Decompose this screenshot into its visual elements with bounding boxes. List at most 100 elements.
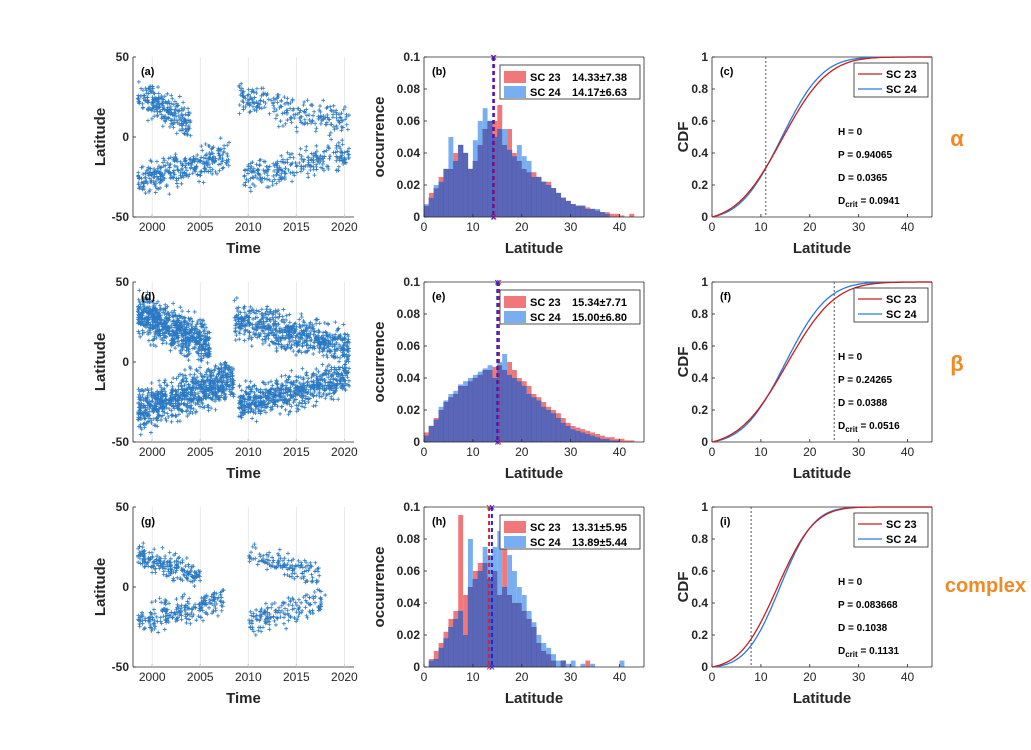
butterfly-point <box>228 379 233 384</box>
butterfly-point <box>297 322 302 327</box>
butterfly-point <box>272 618 277 623</box>
butterfly-point <box>277 165 282 170</box>
butterfly-point <box>234 333 239 338</box>
butterfly-point <box>141 410 146 415</box>
butterfly-point <box>163 163 168 168</box>
butterfly-ytick-label: -50 <box>112 435 130 449</box>
butterfly-point <box>198 342 203 347</box>
butterfly-point <box>311 155 316 160</box>
butterfly-point <box>313 560 318 565</box>
butterfly-point <box>299 328 304 333</box>
butterfly-point <box>237 331 242 336</box>
butterfly-point <box>248 304 253 309</box>
hist-bar-overlap <box>428 197 434 218</box>
butterfly-point <box>164 312 169 317</box>
butterfly-point <box>317 342 322 347</box>
butterfly-point <box>223 387 228 392</box>
butterfly-point <box>326 338 331 343</box>
butterfly-point <box>272 163 277 168</box>
butterfly-point <box>255 176 260 181</box>
butterfly-point <box>186 324 191 329</box>
butterfly-point <box>195 375 200 380</box>
butterfly-point <box>261 91 266 96</box>
butterfly-point <box>254 328 259 333</box>
butterfly-point <box>153 315 158 320</box>
hist-bar-overlap <box>472 160 478 218</box>
butterfly-point <box>326 166 331 171</box>
hist-bar-sc23 <box>507 129 512 150</box>
hist-bar-overlap <box>599 438 606 443</box>
butterfly-point <box>337 359 342 364</box>
butterfly-point <box>183 319 188 324</box>
hist-bar-sc24 <box>526 161 532 173</box>
butterfly-point <box>281 307 286 312</box>
butterfly-point <box>183 121 188 126</box>
butterfly-point <box>173 388 178 393</box>
butterfly-point <box>254 86 259 91</box>
butterfly-point <box>206 351 211 356</box>
cdf-ytick-label: 0.8 <box>691 82 708 96</box>
butterfly-point <box>347 366 352 371</box>
hist-bar-overlap <box>458 144 464 218</box>
butterfly-point <box>165 160 170 165</box>
butterfly-point <box>254 607 259 612</box>
butterfly-point <box>339 153 344 158</box>
butterfly-point <box>184 555 189 560</box>
butterfly-point <box>307 595 312 600</box>
butterfly-point <box>292 328 297 333</box>
butterfly-point <box>145 393 150 398</box>
butterfly-point <box>158 109 163 114</box>
hist-ylabel: occurrence <box>371 97 388 178</box>
butterfly-point <box>293 321 298 326</box>
butterfly-point <box>154 96 159 101</box>
hist-bar-overlap <box>570 204 576 218</box>
butterfly-point <box>311 404 316 409</box>
butterfly-point <box>259 307 264 312</box>
butterfly-point <box>336 326 341 331</box>
butterfly-point <box>183 379 188 384</box>
butterfly-point <box>172 172 177 177</box>
butterfly-point <box>177 313 182 318</box>
butterfly-point <box>147 409 152 414</box>
butterfly-point <box>283 390 288 395</box>
butterfly-point <box>336 144 341 149</box>
butterfly-point <box>276 124 281 129</box>
hist-bar-overlap <box>594 210 601 218</box>
butterfly-point <box>210 146 215 151</box>
butterfly-point <box>201 355 206 360</box>
butterfly-point <box>313 317 318 322</box>
butterfly-point <box>175 399 180 404</box>
butterfly-point <box>241 95 246 100</box>
butterfly-point <box>290 382 295 387</box>
butterfly-point <box>160 406 165 411</box>
butterfly-point <box>212 389 217 394</box>
butterfly-point <box>171 376 176 381</box>
butterfly-point <box>174 181 179 186</box>
butterfly-point <box>140 319 145 324</box>
butterfly-point <box>287 332 292 337</box>
butterfly-point <box>228 371 233 376</box>
butterfly-point <box>162 335 167 340</box>
hist-bar-overlap <box>546 409 552 443</box>
butterfly-point <box>288 100 293 105</box>
butterfly-point <box>162 404 167 409</box>
hist-bar-sc24 <box>468 378 473 382</box>
butterfly-point <box>184 403 189 408</box>
butterfly-point <box>250 182 255 187</box>
butterfly-point <box>197 179 202 184</box>
butterfly-point <box>328 122 333 127</box>
butterfly-xtick-label: 2000 <box>139 445 166 459</box>
butterfly-point <box>258 177 263 182</box>
butterfly-point <box>323 122 328 127</box>
butterfly-point <box>266 312 271 317</box>
butterfly-point <box>190 319 195 324</box>
butterfly-point <box>334 154 339 159</box>
butterfly-point <box>136 415 141 420</box>
butterfly-point <box>161 156 166 161</box>
butterfly-point <box>187 342 192 347</box>
butterfly-point <box>299 166 304 171</box>
butterfly-point <box>299 156 304 161</box>
butterfly-point <box>171 102 176 107</box>
butterfly-point <box>215 171 220 176</box>
butterfly-point <box>328 104 333 109</box>
